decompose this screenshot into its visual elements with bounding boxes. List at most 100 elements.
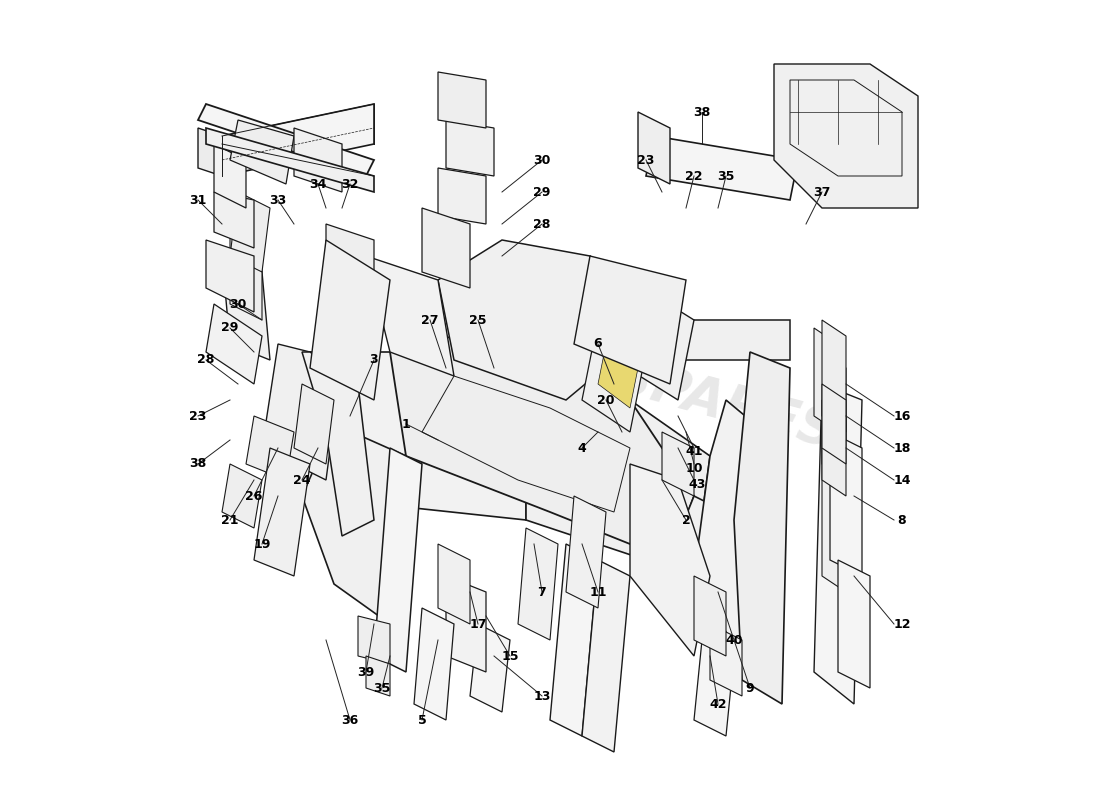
Text: 41: 41 bbox=[685, 446, 703, 458]
Polygon shape bbox=[582, 320, 646, 432]
Polygon shape bbox=[438, 240, 614, 400]
Polygon shape bbox=[390, 336, 694, 560]
Polygon shape bbox=[206, 128, 374, 192]
Text: 26: 26 bbox=[245, 490, 263, 502]
Text: 27: 27 bbox=[421, 314, 439, 326]
Polygon shape bbox=[838, 560, 870, 688]
Polygon shape bbox=[326, 224, 374, 304]
Polygon shape bbox=[230, 224, 262, 320]
Polygon shape bbox=[662, 432, 694, 496]
Text: 28: 28 bbox=[197, 354, 215, 366]
Text: 16: 16 bbox=[893, 410, 911, 422]
Polygon shape bbox=[230, 120, 294, 184]
Text: 3: 3 bbox=[370, 354, 378, 366]
Text: 5: 5 bbox=[418, 714, 427, 726]
Polygon shape bbox=[814, 384, 862, 704]
Polygon shape bbox=[518, 528, 558, 640]
Text: 8: 8 bbox=[898, 514, 906, 526]
Polygon shape bbox=[206, 240, 254, 312]
Text: 35: 35 bbox=[717, 170, 735, 182]
Text: 1: 1 bbox=[402, 418, 410, 430]
Text: 11: 11 bbox=[590, 586, 607, 598]
Polygon shape bbox=[198, 104, 374, 176]
Text: 10: 10 bbox=[685, 462, 703, 474]
Text: 9: 9 bbox=[746, 682, 755, 694]
Text: 31: 31 bbox=[189, 194, 207, 206]
Text: 15: 15 bbox=[502, 650, 519, 662]
Text: 24: 24 bbox=[294, 474, 310, 486]
Polygon shape bbox=[294, 384, 334, 464]
Polygon shape bbox=[822, 400, 846, 496]
Polygon shape bbox=[302, 424, 406, 624]
Polygon shape bbox=[302, 352, 526, 520]
Polygon shape bbox=[438, 72, 486, 128]
Polygon shape bbox=[734, 352, 790, 704]
Polygon shape bbox=[814, 328, 838, 432]
Text: 20: 20 bbox=[597, 394, 615, 406]
Polygon shape bbox=[222, 464, 262, 528]
Text: 7: 7 bbox=[538, 586, 547, 598]
Polygon shape bbox=[822, 384, 846, 464]
Text: 4: 4 bbox=[578, 442, 586, 454]
Polygon shape bbox=[662, 496, 742, 656]
Text: EUROSPARES: EUROSPARES bbox=[450, 308, 842, 460]
Polygon shape bbox=[230, 192, 270, 272]
Text: 33: 33 bbox=[270, 194, 287, 206]
Polygon shape bbox=[302, 352, 374, 536]
Polygon shape bbox=[262, 344, 342, 480]
Polygon shape bbox=[294, 128, 342, 192]
Polygon shape bbox=[366, 256, 454, 376]
Polygon shape bbox=[630, 464, 710, 656]
Polygon shape bbox=[670, 320, 790, 360]
Polygon shape bbox=[822, 448, 846, 592]
Text: 38: 38 bbox=[189, 458, 207, 470]
Polygon shape bbox=[774, 64, 918, 208]
Text: 13: 13 bbox=[534, 690, 551, 702]
Text: a passion for parts since 1985: a passion for parts since 1985 bbox=[402, 427, 732, 533]
Text: 21: 21 bbox=[221, 514, 239, 526]
Polygon shape bbox=[598, 344, 638, 408]
Polygon shape bbox=[198, 128, 222, 176]
Polygon shape bbox=[214, 192, 254, 248]
Text: 19: 19 bbox=[253, 538, 271, 550]
Polygon shape bbox=[366, 656, 390, 696]
Text: 35: 35 bbox=[373, 682, 390, 694]
Text: 30: 30 bbox=[534, 154, 551, 166]
Text: 40: 40 bbox=[725, 634, 742, 646]
Text: 18: 18 bbox=[893, 442, 911, 454]
Polygon shape bbox=[582, 560, 630, 752]
Polygon shape bbox=[830, 432, 862, 576]
Polygon shape bbox=[310, 240, 390, 400]
Polygon shape bbox=[358, 616, 390, 664]
Polygon shape bbox=[694, 640, 734, 736]
Polygon shape bbox=[694, 576, 726, 656]
Polygon shape bbox=[438, 544, 470, 624]
Polygon shape bbox=[590, 256, 694, 400]
Polygon shape bbox=[694, 400, 774, 688]
Polygon shape bbox=[574, 256, 686, 384]
Polygon shape bbox=[414, 608, 454, 720]
Text: 6: 6 bbox=[594, 338, 603, 350]
Polygon shape bbox=[222, 104, 374, 176]
Polygon shape bbox=[374, 448, 422, 672]
Text: 28: 28 bbox=[534, 218, 551, 230]
Text: 14: 14 bbox=[893, 474, 911, 486]
Text: 42: 42 bbox=[710, 698, 727, 710]
Polygon shape bbox=[438, 168, 486, 224]
Text: 39: 39 bbox=[358, 666, 375, 678]
Polygon shape bbox=[246, 416, 294, 480]
Text: 29: 29 bbox=[534, 186, 551, 198]
Text: 38: 38 bbox=[693, 106, 711, 118]
Polygon shape bbox=[566, 496, 606, 608]
Polygon shape bbox=[446, 120, 494, 176]
Polygon shape bbox=[470, 624, 510, 712]
Polygon shape bbox=[222, 256, 270, 360]
Text: 43: 43 bbox=[689, 478, 706, 490]
Polygon shape bbox=[214, 144, 246, 208]
Polygon shape bbox=[646, 136, 798, 200]
Polygon shape bbox=[422, 208, 470, 288]
Text: 12: 12 bbox=[893, 618, 911, 630]
Polygon shape bbox=[206, 304, 262, 384]
Text: 29: 29 bbox=[221, 322, 239, 334]
Polygon shape bbox=[822, 320, 846, 432]
